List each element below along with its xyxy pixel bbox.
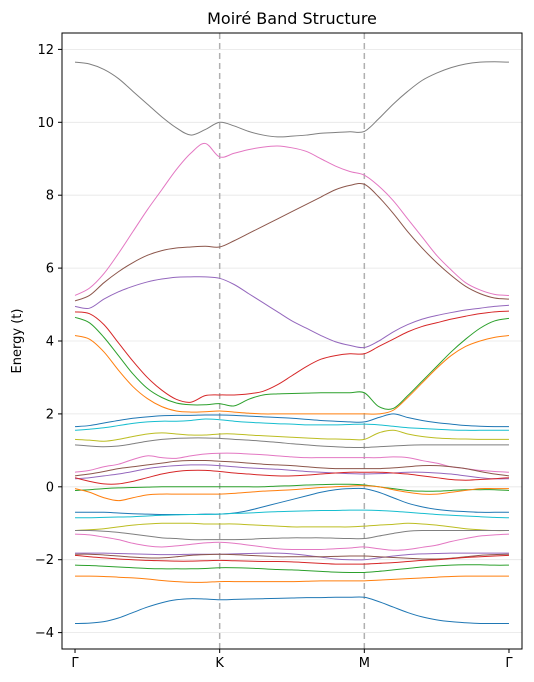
band-line-16 xyxy=(74,483,510,492)
band-line-18 xyxy=(75,487,509,516)
y-tick-label: 0 xyxy=(46,480,54,495)
band-line-23 xyxy=(75,552,509,561)
band-series xyxy=(74,61,510,625)
band-line-22 xyxy=(74,533,510,551)
band-line-10 xyxy=(74,429,509,442)
x-tick-label: M xyxy=(359,656,370,671)
band-line-4 xyxy=(74,276,510,349)
band-line-15 xyxy=(74,469,510,485)
x-tick-label: K xyxy=(215,656,224,671)
band-line-21 xyxy=(75,529,509,541)
band-line-28 xyxy=(75,596,509,625)
band-line-3 xyxy=(74,182,510,302)
x-tick-label: Γ xyxy=(505,656,513,671)
y-tick-label: −4 xyxy=(35,626,54,641)
band-line-27 xyxy=(75,575,509,583)
y-axis-label: Energy (t) xyxy=(10,309,25,374)
band-line-7 xyxy=(74,335,510,415)
band-line-8 xyxy=(74,413,509,428)
y-tick-label: 8 xyxy=(46,189,54,204)
y-tick-label: 6 xyxy=(46,262,54,277)
x-tick-label: Γ xyxy=(71,656,79,671)
band-line-12 xyxy=(74,452,510,473)
y-tick-label: 4 xyxy=(46,335,54,350)
band-line-11 xyxy=(74,437,509,449)
band-line-19 xyxy=(75,509,509,519)
grid-lines xyxy=(62,49,522,633)
band-line-14 xyxy=(74,464,509,480)
band-line-25 xyxy=(74,554,510,565)
band-line-2 xyxy=(74,142,510,296)
band-line-24 xyxy=(75,553,509,560)
band-line-6 xyxy=(74,316,510,410)
y-tick-label: 2 xyxy=(46,407,54,422)
band-line-13 xyxy=(74,459,510,477)
y-axis-ticks: −4 −2 0 2 4 6 8 10 12 xyxy=(35,43,62,641)
high-symmetry-lines xyxy=(218,33,366,649)
band-line-17 xyxy=(74,485,509,502)
band-line-1 xyxy=(74,61,509,138)
y-tick-label: 12 xyxy=(37,43,54,58)
y-tick-label: 10 xyxy=(37,116,54,131)
y-tick-label: −2 xyxy=(35,553,54,568)
band-line-26 xyxy=(75,564,509,574)
chart-title: Moiré Band Structure xyxy=(207,9,377,28)
band-line-5 xyxy=(74,310,510,403)
band-line-20 xyxy=(74,522,509,532)
band-line-9 xyxy=(74,418,509,431)
